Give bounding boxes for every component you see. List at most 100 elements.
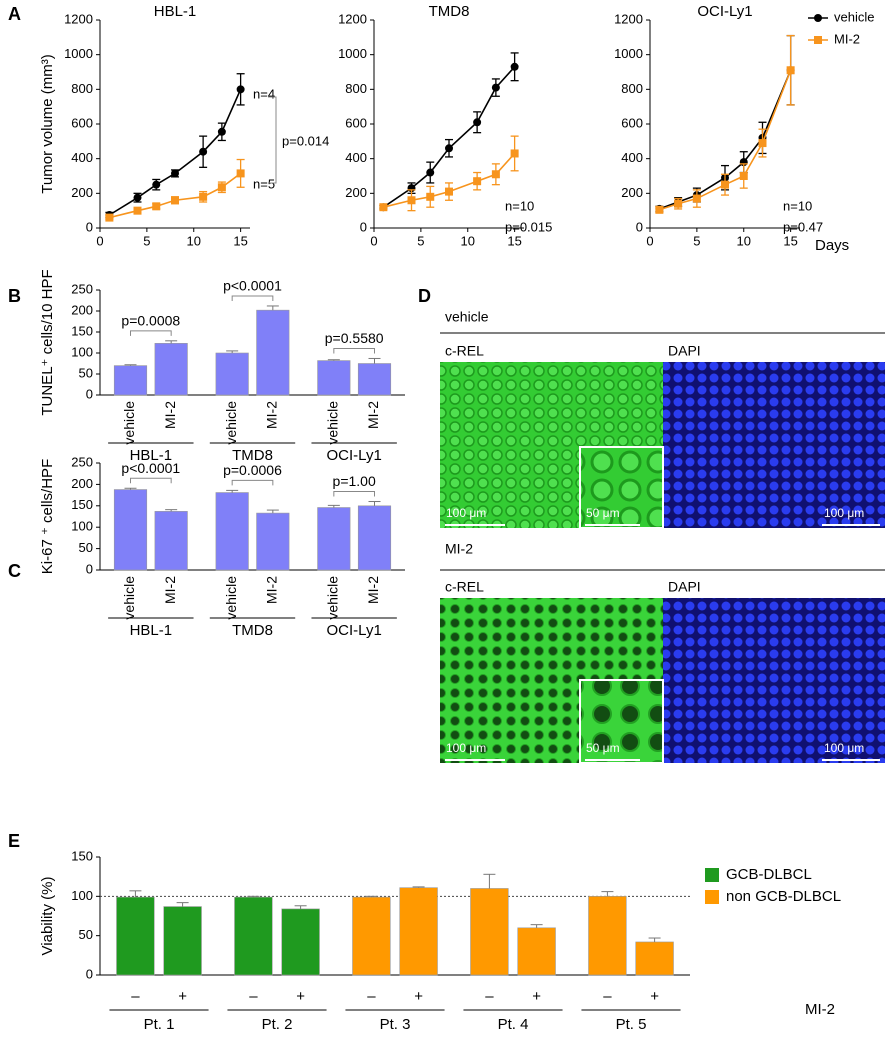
y-tick-label: 250 — [71, 281, 93, 296]
data-point — [674, 199, 683, 208]
data-point — [379, 203, 388, 212]
annotation: p=0.015 — [505, 219, 552, 234]
group-label: Pt. 1 — [144, 1016, 175, 1033]
y-axis-label: Viability (%) — [39, 877, 56, 956]
bar — [399, 887, 438, 976]
chart-title: HBL-1 — [154, 3, 197, 20]
y-tick-label: 0 — [360, 219, 367, 234]
x-tick-label: – — [367, 988, 376, 1005]
bar — [517, 927, 556, 976]
x-tick-label: – — [485, 988, 494, 1005]
panel-label: E — [8, 831, 20, 851]
data-point — [133, 193, 142, 202]
annotation: n=5 — [253, 176, 275, 191]
x-tick-label: MI-2 — [365, 576, 381, 604]
inset — [579, 446, 664, 529]
error-bar — [327, 504, 340, 508]
image-panel: vehicle c-REL DAPI 100 μm 50 μm 100 μm M… — [440, 309, 885, 764]
y-tick-label: 50 — [79, 365, 93, 380]
group-label: Pt. 3 — [380, 1016, 411, 1033]
data-point — [473, 118, 482, 127]
group-label: TMD8 — [232, 447, 273, 464]
series-line — [109, 172, 242, 219]
panel-label: C — [8, 561, 21, 581]
error-bar — [247, 895, 260, 898]
y-axis-label: Ki-67 ⁺ cells/HPF — [39, 459, 56, 574]
series-line — [108, 89, 242, 216]
bar — [357, 505, 392, 571]
micrograph — [663, 598, 885, 763]
group-label: Pt. 4 — [498, 1016, 529, 1033]
chart-title: TMD8 — [429, 3, 470, 20]
x-tick-label: + — [532, 988, 541, 1005]
data-point — [510, 62, 519, 71]
error-bar — [327, 359, 340, 361]
bar — [317, 507, 351, 571]
y-tick-label: 0 — [86, 561, 93, 576]
x-tick-label: MI-2 — [162, 576, 178, 604]
y-tick-label: 50 — [79, 540, 93, 555]
y-tick-label: 800 — [71, 81, 93, 96]
x-tick-label: – — [249, 988, 258, 1005]
x-tick-label: + — [414, 988, 423, 1005]
inset — [579, 679, 664, 764]
channel-label: DAPI — [668, 579, 701, 595]
bar — [113, 365, 148, 396]
group-label: HBL-1 — [130, 447, 173, 464]
x-tick-label: 5 — [417, 233, 424, 248]
x-tick-label: vehicle — [121, 576, 137, 620]
error-bar — [165, 340, 178, 344]
legend-marker — [814, 36, 822, 44]
x-tick-label: 0 — [96, 233, 103, 248]
x-tick-label: vehicle — [325, 401, 341, 445]
bar — [234, 896, 273, 976]
bar — [113, 489, 148, 571]
bar — [215, 492, 249, 571]
scale-label: 100 μm — [824, 741, 864, 755]
error-bar — [266, 305, 279, 311]
data-point — [426, 168, 435, 177]
error-bar — [129, 890, 142, 898]
bracket — [130, 330, 172, 336]
x-tick-label: 0 — [646, 233, 653, 248]
bracket — [130, 477, 172, 484]
y-tick-label: 100 — [71, 888, 93, 903]
bar — [154, 343, 188, 396]
error-bar — [266, 509, 279, 514]
y-tick-label: 800 — [345, 81, 367, 96]
comparison-label: p=1.00 — [333, 473, 376, 489]
row-label: vehicle — [445, 309, 489, 325]
y-tick-label: 200 — [345, 185, 367, 200]
error-bar — [365, 895, 378, 898]
x-tick-label: MI-2 — [365, 401, 381, 429]
error-bar — [294, 905, 307, 909]
x-tick-label: + — [296, 988, 305, 1005]
bar — [116, 896, 155, 976]
data-point — [426, 192, 435, 201]
micrograph — [663, 362, 885, 528]
y-tick-label: 100 — [71, 519, 93, 534]
group-label: Pt. 2 — [262, 1016, 293, 1033]
x-axis-label: Days — [815, 237, 849, 254]
x-tick-label: 10 — [187, 233, 201, 248]
data-point — [445, 144, 453, 153]
x-tick-label: 10 — [737, 233, 751, 248]
legend-marker — [814, 14, 822, 22]
error-bar — [530, 924, 543, 928]
x-tick-label: 10 — [461, 233, 475, 248]
group-label: Pt. 5 — [616, 1016, 647, 1033]
group-label: TMD8 — [232, 622, 273, 639]
data-point — [105, 213, 114, 222]
data-point — [171, 169, 179, 178]
y-tick-label: 150 — [71, 497, 93, 512]
data-point — [199, 147, 208, 156]
group-label: OCI-Ly1 — [327, 447, 382, 464]
bar — [317, 360, 351, 396]
chart-title: OCI-Ly1 — [697, 3, 752, 20]
annotation: n=10 — [505, 198, 534, 213]
data-point — [758, 139, 767, 148]
legend-swatch — [705, 890, 719, 904]
error-bar — [226, 489, 239, 493]
data-point — [510, 149, 519, 158]
